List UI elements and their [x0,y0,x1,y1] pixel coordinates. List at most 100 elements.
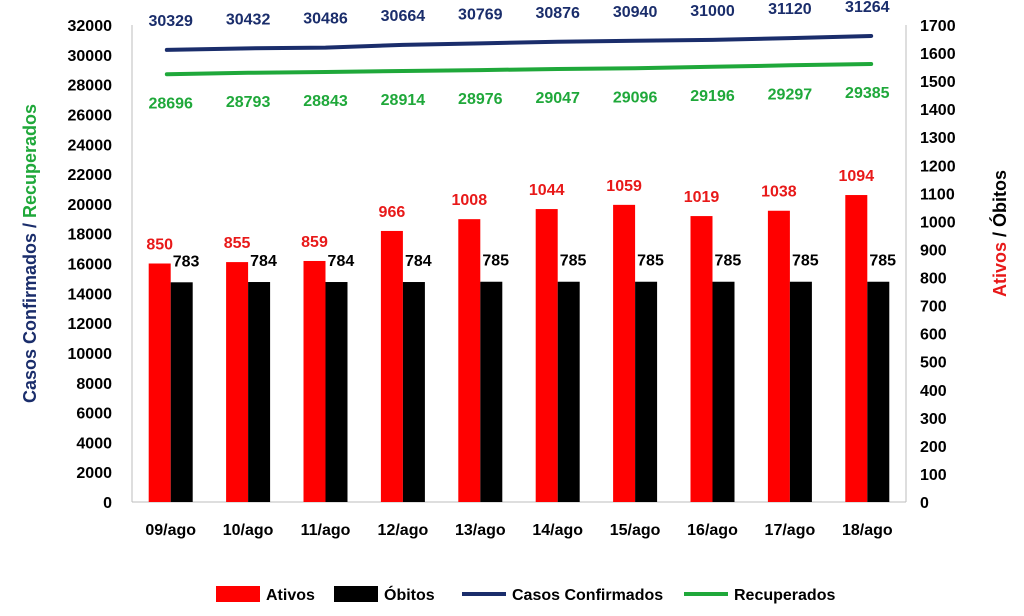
right-tick-label: 1600 [920,46,956,63]
right-tick-label: 900 [920,242,947,259]
x-tick-label: 18/ago [842,522,893,539]
right-tick-label: 1300 [920,130,956,147]
right-axis-title-part: Óbitos [989,170,1010,227]
right-axis-title: Ativos / Óbitos [989,170,1010,297]
data-label-casos-confirmados: 31000 [690,3,735,20]
left-tick-label: 24000 [68,137,113,154]
data-label-obitos: 784 [405,253,432,270]
left-axis-title: Casos Confirmados / Recuperados [20,104,40,403]
left-tick-label: 18000 [68,227,113,244]
data-label-recuperados: 28914 [381,92,426,109]
data-label-obitos: 785 [792,253,819,270]
bar-ativos [458,219,481,502]
data-label-ativos: 966 [379,204,406,221]
right-tick-label: 0 [920,495,929,512]
x-tick-label: 15/ago [610,522,661,539]
left-tick-label: 14000 [68,286,113,303]
data-label-ativos: 855 [224,235,251,252]
data-label-obitos: 783 [173,253,200,270]
right-tick-label: 600 [920,327,947,344]
data-label-ativos: 1044 [529,182,565,199]
bar-obitos [867,281,890,502]
bar-ativos [303,260,326,502]
data-label-recuperados: 29196 [690,88,735,105]
x-tick-label: 12/ago [378,522,429,539]
left-tick-label: 26000 [68,107,113,124]
x-tick-label: 10/ago [223,522,274,539]
legend-label: Óbitos [384,585,435,604]
legend-label: Ativos [266,587,315,604]
bar-ativos [226,262,249,502]
bar-ativos [613,204,636,502]
x-tick-label: 16/ago [687,522,738,539]
legend-swatch [216,586,260,602]
data-label-ativos: 1019 [684,189,720,206]
data-label-recuperados: 29297 [768,86,813,103]
left-tick-label: 10000 [68,346,113,363]
data-label-obitos: 785 [637,253,664,270]
bar-obitos [712,281,735,502]
data-label-casos-confirmados: 30432 [226,11,271,28]
right-tick-label: 300 [920,411,947,428]
legend-label: Recuperados [734,587,835,604]
left-tick-label: 28000 [68,78,113,95]
data-label-obitos: 784 [328,253,355,270]
bar-obitos [325,282,348,502]
data-label-ativos: 1094 [839,168,875,185]
bar-ativos [380,230,403,502]
x-tick-label: 17/ago [765,522,816,539]
data-label-recuperados: 29096 [613,89,658,106]
data-label-ativos: 1059 [606,178,642,195]
left-axis-title-part: / [20,218,40,233]
data-label-obitos: 785 [482,253,509,270]
bar-ativos [535,209,558,502]
right-axis-title-part: / [990,227,1010,242]
left-tick-label: 16000 [68,257,113,274]
data-label-casos-confirmados: 31120 [768,1,812,18]
x-tick-label: 11/ago [301,522,351,539]
bar-obitos [170,282,193,502]
x-tick-label: 13/ago [455,522,506,539]
left-tick-label: 6000 [76,406,112,423]
bar-obitos [248,282,271,502]
left-tick-label: 8000 [76,376,112,393]
data-label-ativos: 850 [146,237,173,254]
bar-obitos [480,281,503,502]
data-label-recuperados: 28696 [148,95,193,112]
left-tick-label: 12000 [68,316,113,333]
right-tick-label: 500 [920,355,947,372]
data-label-casos-confirmados: 30876 [535,5,580,22]
right-tick-label: 1100 [920,186,955,203]
data-label-recuperados: 29385 [845,85,890,102]
line-casos-confirmados [164,33,874,52]
right-tick-label: 700 [920,299,947,316]
left-tick-label: 32000 [68,18,113,35]
left-axis-title-part: Recuperados [20,104,40,218]
bar-ativos [148,263,171,502]
bar-ativos [845,195,868,502]
bar-obitos [557,281,580,502]
right-tick-label: 100 [920,467,947,484]
data-label-casos-confirmados: 30329 [148,13,193,30]
right-axis-title-part: Ativos [990,242,1010,297]
data-label-obitos: 785 [869,253,896,270]
right-tick-label: 1000 [920,214,956,231]
right-tick-label: 1200 [920,158,956,175]
bar-obitos [635,281,658,502]
x-tick-label: 14/ago [532,522,583,539]
data-label-obitos: 785 [715,253,742,270]
left-axis-title-part: Casos Confirmados [20,233,40,403]
data-label-casos-confirmados: 30664 [381,8,426,25]
right-tick-label: 800 [920,271,947,288]
x-tick-label: 09/ago [145,522,196,539]
data-label-casos-confirmados: 30769 [458,6,503,23]
left-tick-label: 2000 [76,465,112,482]
data-label-ativos: 859 [301,234,328,251]
bar-obitos [789,281,812,502]
data-label-casos-confirmados: 30486 [303,11,348,28]
data-label-casos-confirmados: 31264 [845,0,890,16]
left-tick-label: 20000 [68,197,113,214]
left-tick-label: 22000 [68,167,113,184]
bar-ativos [767,210,790,503]
bar-obitos [402,282,425,502]
